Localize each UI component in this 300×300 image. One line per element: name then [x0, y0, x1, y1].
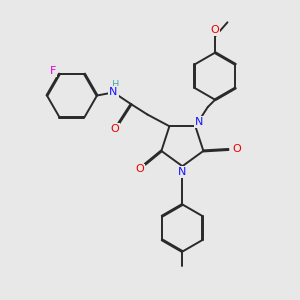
- Text: O: O: [110, 124, 119, 134]
- Text: N: N: [109, 87, 118, 98]
- Text: N: N: [178, 167, 187, 177]
- Text: H: H: [112, 80, 119, 90]
- Text: O: O: [232, 145, 241, 154]
- Text: N: N: [195, 117, 203, 127]
- Text: O: O: [136, 164, 144, 175]
- Text: O: O: [211, 25, 220, 35]
- Text: F: F: [50, 67, 56, 76]
